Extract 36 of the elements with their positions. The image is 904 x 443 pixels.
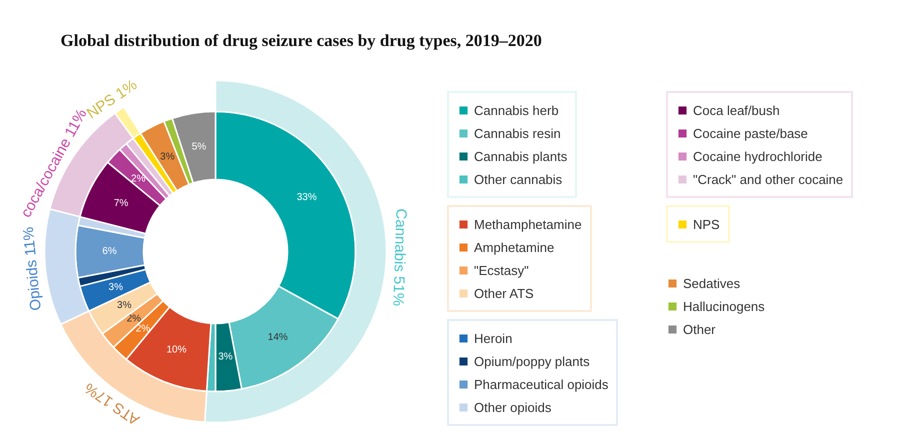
legend-label: Coca leaf/bush xyxy=(693,102,780,119)
data-label: 3% xyxy=(117,300,132,311)
legend-label: Methamphetamine xyxy=(474,216,582,233)
legend-label: Sedatives xyxy=(683,274,740,292)
legend-label: Cocaine hydrochloride xyxy=(693,148,822,165)
legend-label: Cannabis plants xyxy=(474,148,568,165)
chart-title: Global distribution of drug seizure cases by drug types, 2019–2020 xyxy=(60,31,542,50)
data-label: 3% xyxy=(218,352,233,363)
legend-label: Amphetamine xyxy=(474,238,554,256)
legend-label: Heroin xyxy=(474,330,512,347)
data-label: 3% xyxy=(160,152,175,163)
legend-label: "Ecstasy" xyxy=(474,262,529,279)
legend-label: Other xyxy=(683,320,716,338)
legend-label: Other opioids xyxy=(474,398,552,416)
legend-label: "Crack" and other cocaine xyxy=(693,170,844,188)
data-label: 7% xyxy=(114,198,128,209)
data-label: Cannabis 51% xyxy=(389,208,410,306)
data-label: 33% xyxy=(296,192,317,204)
legend-label: Cannabis herb xyxy=(474,102,559,119)
legend-label: Opium/poppy plants xyxy=(474,352,590,370)
data-label: 14% xyxy=(268,332,288,343)
legend-label: Cannabis resin xyxy=(474,124,561,142)
legend-label: Other ATS xyxy=(474,284,534,302)
data-label: 5% xyxy=(192,141,206,152)
data-label: 3% xyxy=(108,282,124,293)
legend-label: Other cannabis xyxy=(474,170,562,188)
legend-label: NPS xyxy=(693,216,720,233)
data-label: 6% xyxy=(102,246,117,257)
data-label: 2% xyxy=(126,314,142,325)
data-label: 2% xyxy=(131,173,146,184)
legend-label: Hallucinogens xyxy=(683,298,765,315)
legend-label: Pharmaceutical opioids xyxy=(474,376,608,393)
data-label: 10% xyxy=(166,344,187,356)
data-label: ATS 17% xyxy=(82,379,143,428)
legend-label: Cocaine paste/base xyxy=(693,124,808,142)
data-label: Opioids 11% xyxy=(20,226,45,312)
